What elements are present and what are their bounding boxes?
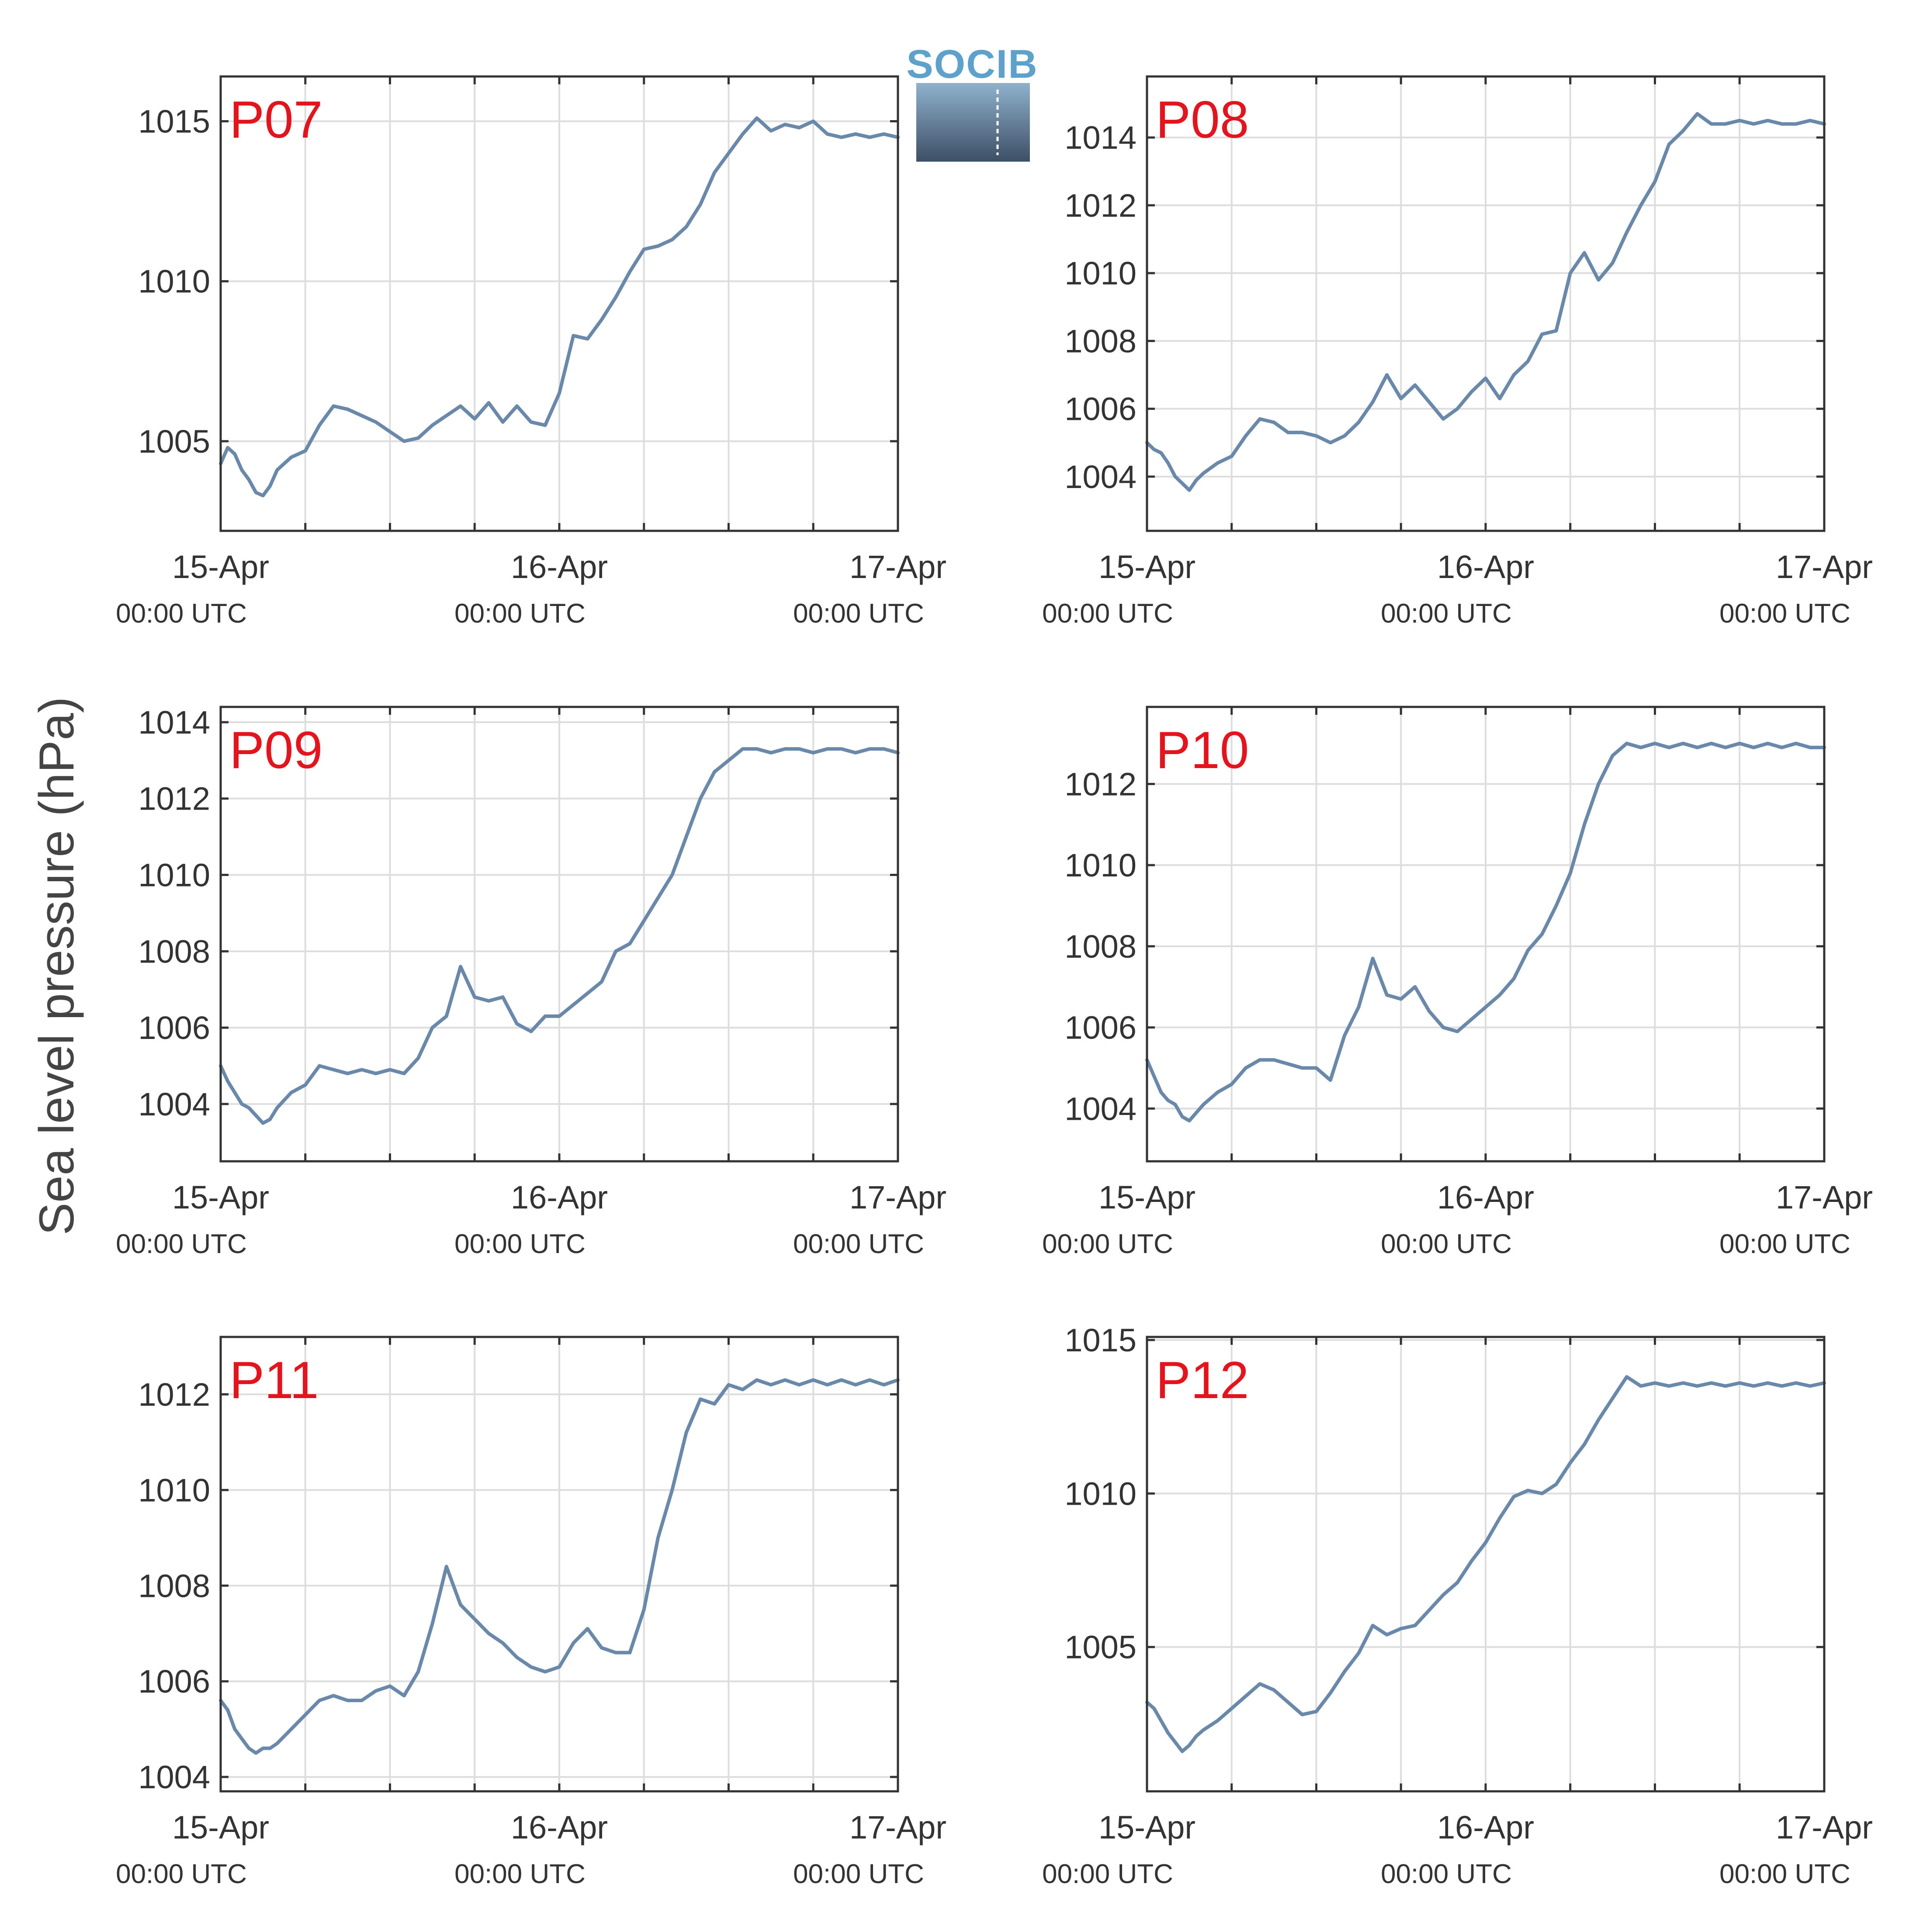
series-line <box>1145 112 1826 492</box>
y-tick-label: 1004 <box>138 1086 210 1122</box>
panel-label: P09 <box>229 721 323 779</box>
y-tick-label: 1010 <box>1064 847 1136 883</box>
x-tick-sublabel: 00:00 UTC <box>1719 1229 1850 1259</box>
series-line <box>1145 1375 1826 1753</box>
panel-p10: 1004 1006 1008 1010 1012 15-Apr 00:00 UTC 16-Ap… <box>1042 706 1873 1259</box>
x-tick-label: 17-Apr <box>849 1179 946 1215</box>
plot-frame <box>1146 706 1826 1163</box>
y-tick-label: 1010 <box>1064 255 1136 291</box>
series-line <box>219 747 900 1125</box>
x-tick-sublabel: 00:00 UTC <box>1042 1859 1173 1889</box>
x-tick-label: 16-Apr <box>511 1179 608 1215</box>
panel-label: P12 <box>1156 1351 1249 1409</box>
x-tick-label: 17-Apr <box>849 1809 946 1845</box>
y-tick-label: 1014 <box>1064 120 1136 156</box>
y-tick-label: 1006 <box>1064 391 1136 427</box>
y-tick-label: 1008 <box>1064 323 1136 359</box>
plot-frame <box>219 75 899 532</box>
x-tick-label: 16-Apr <box>511 549 608 585</box>
series-line <box>1145 741 1826 1123</box>
panel-p08: 1004 1006 1008 1010 1012 1014 15-Apr 00:00 UTC 1… <box>1042 75 1873 629</box>
x-tick-sublabel: 00:00 UTC <box>116 1859 247 1889</box>
series-line <box>219 1378 900 1755</box>
panel-label: P10 <box>1156 721 1249 779</box>
x-tick-label: 15-Apr <box>1098 549 1195 585</box>
y-tick-label: 1005 <box>138 423 210 460</box>
x-tick-sublabel: 00:00 UTC <box>1381 1859 1512 1889</box>
y-tick-label: 1006 <box>138 1663 210 1700</box>
x-tick-sublabel: 00:00 UTC <box>454 1859 586 1889</box>
y-tick-label: 1012 <box>138 781 210 817</box>
y-tick-label: 1010 <box>138 857 210 893</box>
x-tick-sublabel: 00:00 UTC <box>1719 599 1850 629</box>
x-tick-label: 16-Apr <box>511 1809 608 1845</box>
y-tick-label: 1010 <box>1064 1475 1136 1512</box>
y-tick-label: 1015 <box>1064 1322 1136 1358</box>
y-tick-label: 1010 <box>138 263 210 300</box>
y-tick-label: 1015 <box>138 104 210 140</box>
panel-p11: 1004 1006 1008 1010 1012 15-Apr 00:00 UTC 16-Ap… <box>116 1336 946 1889</box>
x-tick-label: 15-Apr <box>172 549 269 585</box>
x-tick-label: 17-Apr <box>849 549 946 585</box>
x-tick-label: 17-Apr <box>1776 1809 1873 1845</box>
y-tick-label: 1008 <box>138 933 210 969</box>
x-tick-sublabel: 00:00 UTC <box>116 1229 247 1259</box>
x-tick-label: 16-Apr <box>1437 1179 1534 1215</box>
y-tick-label: 1010 <box>138 1472 210 1508</box>
plot-frame <box>1146 75 1826 532</box>
y-tick-label: 1012 <box>1064 766 1136 802</box>
series-line <box>219 116 900 498</box>
panel-p09: 1004 1006 1008 1010 1012 1014 15-Apr 00:00 UTC 1… <box>116 704 946 1259</box>
x-tick-label: 15-Apr <box>172 1809 269 1845</box>
x-tick-sublabel: 00:00 UTC <box>1042 1229 1173 1259</box>
x-tick-sublabel: 00:00 UTC <box>1381 1229 1512 1259</box>
x-tick-label: 17-Apr <box>1776 549 1873 585</box>
panel-p07: 1005 1010 1015 15-Apr 00:00 UTC 16-Apr 00:00 U… <box>116 75 946 629</box>
x-tick-sublabel: 00:00 UTC <box>793 1229 924 1259</box>
y-tick-label: 1004 <box>1064 1091 1136 1127</box>
logo-text: SOCIB <box>906 42 1038 87</box>
panel-label: P11 <box>229 1351 319 1409</box>
plot-frame <box>219 1336 899 1793</box>
y-tick-label: 1005 <box>1064 1629 1136 1665</box>
logo-wave-block <box>916 83 1030 162</box>
x-tick-label: 15-Apr <box>1098 1179 1195 1215</box>
y-tick-label: 1004 <box>138 1759 210 1795</box>
panel-p12: 1005 1010 1015 15-Apr 00:00 UTC 16-Apr 00:00 U… <box>1042 1322 1873 1889</box>
y-tick-label: 1004 <box>1064 459 1136 495</box>
socib-logo: SOCIB <box>906 42 1038 162</box>
x-tick-sublabel: 00:00 UTC <box>454 1229 586 1259</box>
x-tick-sublabel: 00:00 UTC <box>1719 1859 1850 1889</box>
x-tick-sublabel: 00:00 UTC <box>793 1859 924 1889</box>
y-tick-label: 1006 <box>138 1010 210 1046</box>
y-tick-label: 1008 <box>138 1568 210 1604</box>
x-tick-label: 17-Apr <box>1776 1179 1873 1215</box>
x-tick-sublabel: 00:00 UTC <box>793 599 924 629</box>
x-tick-sublabel: 00:00 UTC <box>454 599 586 629</box>
y-axis-label: Sea level pressure (hPa) <box>29 697 84 1236</box>
panel-label: P07 <box>229 90 323 149</box>
x-tick-sublabel: 00:00 UTC <box>116 599 247 629</box>
y-tick-label: 1008 <box>1064 928 1136 965</box>
x-tick-sublabel: 00:00 UTC <box>1381 599 1512 629</box>
x-tick-label: 15-Apr <box>172 1179 269 1215</box>
x-tick-label: 16-Apr <box>1437 1809 1534 1845</box>
y-tick-label: 1012 <box>138 1376 210 1413</box>
x-tick-label: 15-Apr <box>1098 1809 1195 1845</box>
x-tick-sublabel: 00:00 UTC <box>1042 599 1173 629</box>
y-tick-label: 1006 <box>1064 1010 1136 1046</box>
panel-label: P08 <box>1156 90 1249 149</box>
y-tick-label: 1012 <box>1064 187 1136 224</box>
plot-frame <box>1146 1336 1826 1793</box>
x-tick-label: 16-Apr <box>1437 549 1534 585</box>
plot-frame <box>219 706 899 1163</box>
y-tick-label: 1014 <box>138 704 210 741</box>
